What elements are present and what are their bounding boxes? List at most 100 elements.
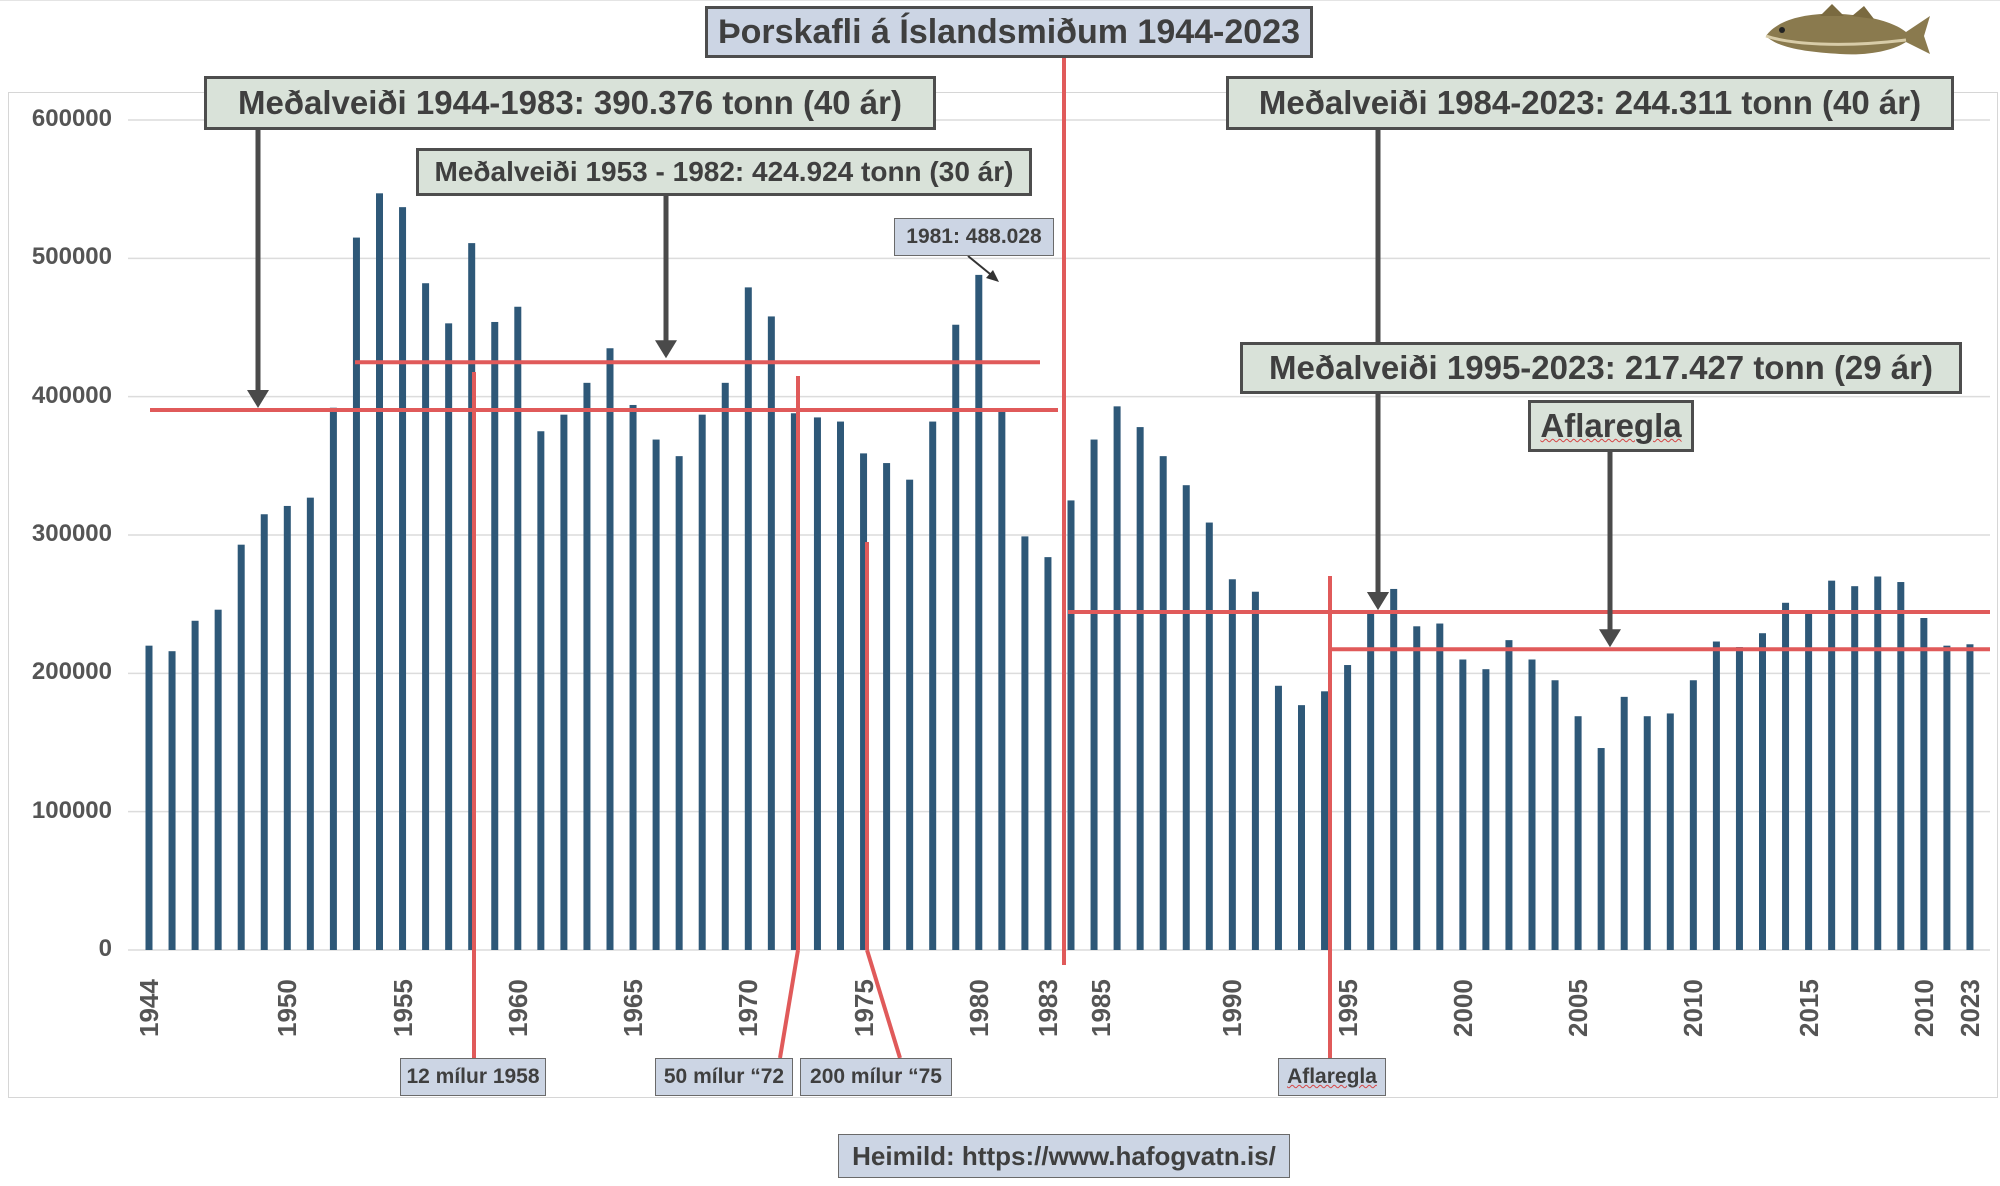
bar-1960 bbox=[514, 306, 522, 950]
bar-1984 bbox=[1067, 500, 1075, 950]
bar-1993 bbox=[1274, 685, 1282, 950]
arrow-avg-1953-1982-head bbox=[655, 340, 677, 359]
x-tick-label: 2015 bbox=[1793, 979, 1824, 1037]
x-tick-label: 1944 bbox=[134, 979, 164, 1037]
milestone-line-1972-lower bbox=[778, 949, 800, 1059]
y-tick-label: 300000 bbox=[31, 520, 112, 547]
bar-2002 bbox=[1482, 669, 1490, 950]
milestone-line-1975-lower bbox=[865, 949, 902, 1059]
bar-1957 bbox=[445, 323, 453, 951]
bar-2000 bbox=[1436, 623, 1444, 950]
avg-box-1995-2023: Meðalveiði 1995-2023: 217.427 tonn (29 á… bbox=[1240, 342, 1962, 394]
bar-2023 bbox=[1966, 644, 1974, 950]
x-tick-label: 2023 bbox=[1954, 979, 1985, 1037]
bar-1978 bbox=[929, 421, 937, 951]
bar-1953 bbox=[352, 237, 360, 951]
bar-2021 bbox=[1920, 618, 1928, 950]
top-border bbox=[0, 0, 2000, 1]
y-tick-label: 500000 bbox=[31, 243, 112, 271]
bar-1999 bbox=[1413, 626, 1421, 950]
bar-1995 bbox=[1321, 691, 1329, 950]
bar-1979 bbox=[952, 324, 960, 950]
x-tick-label: 2010 bbox=[1678, 979, 1709, 1037]
bar-2003 bbox=[1505, 640, 1513, 950]
bar-2015 bbox=[1782, 602, 1790, 950]
x-tick-label: 1960 bbox=[502, 979, 533, 1037]
bar-1946 bbox=[191, 620, 199, 950]
bar-1977 bbox=[906, 479, 914, 950]
bar-1982 bbox=[1021, 536, 1029, 950]
bar-2005 bbox=[1551, 680, 1559, 950]
peak-pointer-head bbox=[986, 270, 999, 282]
bar-1994 bbox=[1298, 705, 1305, 950]
x-tick-label: 1995 bbox=[1332, 979, 1363, 1037]
bar-1973 bbox=[813, 417, 821, 951]
bar-1967 bbox=[675, 456, 683, 950]
bar-1958 bbox=[468, 243, 476, 950]
bar-2009 bbox=[1643, 716, 1651, 950]
bar-1975 bbox=[860, 453, 868, 950]
milestone-aflaregla-text: Aflaregla bbox=[1287, 1065, 1377, 1088]
x-tick-label: 2005 bbox=[1563, 979, 1594, 1037]
bar-1996 bbox=[1344, 665, 1352, 950]
bar-2010 bbox=[1666, 713, 1674, 950]
aflaregla-box: Aflaregla bbox=[1528, 400, 1694, 452]
avg-box-1953-1982: Meðalveiði 1953 - 1982: 424.924 tonn (30… bbox=[416, 148, 1032, 196]
bar-1976 bbox=[883, 463, 891, 950]
bar-2018 bbox=[1851, 586, 1859, 950]
bar-1962 bbox=[560, 414, 568, 950]
y-tick-label: 0 bbox=[98, 935, 112, 962]
bar-1985 bbox=[1090, 439, 1098, 950]
bar-1956 bbox=[422, 283, 430, 950]
bar-1950 bbox=[283, 505, 291, 950]
bar-2022 bbox=[1943, 645, 1951, 950]
aflaregla-text: Aflaregla bbox=[1540, 407, 1682, 444]
x-tick-label: 1955 bbox=[387, 979, 418, 1037]
bar-1959 bbox=[491, 321, 499, 950]
bar-1952 bbox=[329, 407, 337, 950]
y-tick-label: 400000 bbox=[31, 381, 112, 409]
bar-2001 bbox=[1459, 659, 1467, 950]
bar-1961 bbox=[537, 431, 545, 950]
bar-1970 bbox=[744, 287, 752, 951]
bar-1945 bbox=[168, 651, 176, 950]
bar-2012 bbox=[1712, 641, 1720, 950]
bar-1990 bbox=[1205, 522, 1213, 950]
bar-1972 bbox=[790, 413, 798, 950]
x-tick-label: 2010 bbox=[1908, 979, 1939, 1037]
milestone-12-milur: 12 mílur 1958 bbox=[400, 1058, 546, 1096]
bar-1971 bbox=[767, 316, 775, 950]
y-tick-label: 100000 bbox=[31, 796, 112, 824]
bar-1965 bbox=[629, 404, 637, 950]
milestone-200-milur: 200 mílur “75 bbox=[800, 1058, 952, 1096]
bar-1974 bbox=[837, 421, 844, 951]
plot-frame bbox=[8, 92, 1998, 1098]
y-tick-label: 600000 bbox=[31, 105, 112, 132]
bar-1951 bbox=[306, 497, 314, 950]
bar-1964 bbox=[606, 348, 614, 950]
x-tick-label: 1983 bbox=[1032, 979, 1063, 1037]
bar-1948 bbox=[237, 544, 245, 950]
bar-1991 bbox=[1228, 579, 1236, 950]
bar-1966 bbox=[652, 439, 660, 950]
bar-2011 bbox=[1689, 680, 1697, 950]
chart-title: Þorskafli á Íslandsmiðum 1944-2023 bbox=[705, 6, 1313, 58]
bar-1988 bbox=[1159, 456, 1167, 950]
x-tick-label: 1985 bbox=[1085, 979, 1116, 1037]
arrow-avg-1995-2023-head bbox=[1367, 592, 1389, 611]
x-tick-label: 1975 bbox=[848, 979, 879, 1037]
bar-2014 bbox=[1759, 633, 1766, 950]
bar-1997 bbox=[1367, 612, 1375, 950]
bar-1989 bbox=[1182, 485, 1190, 950]
arrow-avg-1944-1983-head bbox=[247, 389, 269, 408]
bar-1980 bbox=[975, 274, 983, 950]
x-tick-label: 1990 bbox=[1217, 979, 1248, 1037]
bar-2013 bbox=[1735, 647, 1743, 950]
bar-2006 bbox=[1574, 716, 1582, 950]
bar-1944 bbox=[145, 645, 153, 950]
bar-2017 bbox=[1828, 580, 1836, 950]
x-tick-label: 1950 bbox=[272, 979, 303, 1037]
source-label: Heimild: https://www.hafogvatn.is/ bbox=[838, 1134, 1290, 1178]
bar-1947 bbox=[214, 609, 222, 950]
